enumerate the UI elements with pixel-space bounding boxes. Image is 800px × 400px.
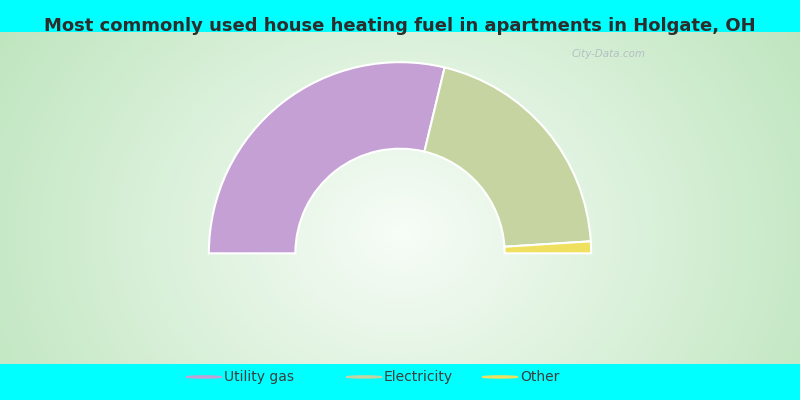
Text: Utility gas: Utility gas — [224, 370, 294, 384]
Text: Other: Other — [520, 370, 559, 384]
Text: City-Data.com: City-Data.com — [572, 49, 646, 59]
Circle shape — [186, 376, 222, 378]
Wedge shape — [209, 62, 445, 253]
Wedge shape — [425, 68, 590, 247]
Circle shape — [346, 376, 382, 378]
Circle shape — [482, 376, 518, 378]
Wedge shape — [505, 241, 591, 253]
Text: Electricity: Electricity — [384, 370, 453, 384]
Text: Most commonly used house heating fuel in apartments in Holgate, OH: Most commonly used house heating fuel in… — [44, 17, 756, 35]
